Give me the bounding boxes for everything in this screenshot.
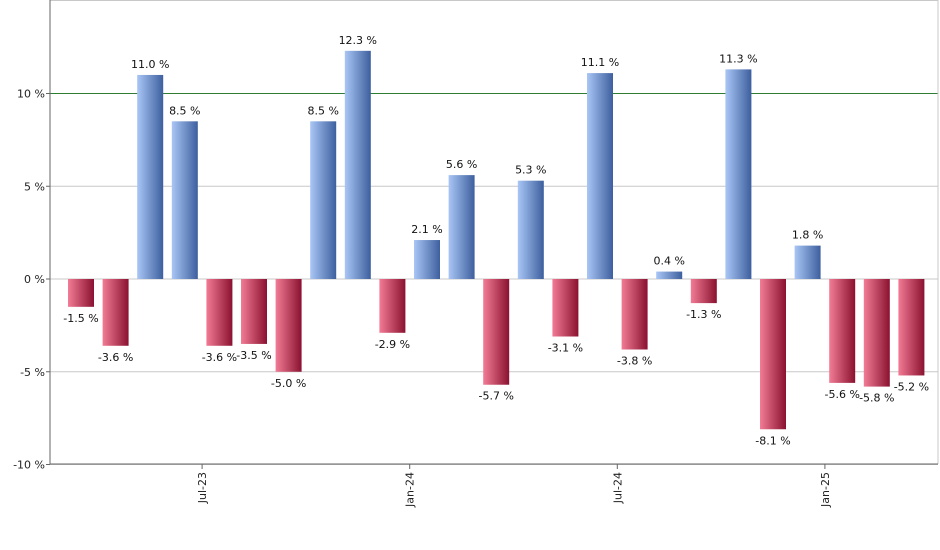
x-tick-label: Jan-24 [404,472,417,508]
bar-positive [587,73,613,279]
x-tick-label: Jul-24 [611,472,624,504]
bar-value-label: -2.9 % [375,338,410,351]
bar-negative [275,279,302,372]
bar-positive [448,175,475,279]
bars [68,50,925,430]
bar-positive [725,69,752,279]
bar-negative [241,279,267,344]
y-tick-label: -10 % [13,459,45,472]
bar-value-label: -8.1 % [755,434,790,447]
y-tick-label: 10 % [17,88,45,101]
bar-value-label: -1.5 % [63,312,98,325]
bar-value-label: -1.3 % [686,308,721,321]
bar-negative [552,279,579,337]
x-tick-label: Jul-23 [196,472,209,504]
data-labels: -1.5 %-3.6 %11.0 %8.5 %-3.6 % -3.5 %-5.0 … [63,34,929,447]
y-tick-label: 0 % [24,273,45,286]
bar-positive [794,245,821,279]
bar-value-label: 1.8 % [792,229,823,242]
bar-value-label: 5.6 % [446,158,477,171]
bar-value-label: -3.1 % [548,342,583,355]
bar-negative [760,279,786,430]
bar-value-label: 12.3 % [339,34,377,47]
bar-value-label: 8.5 % [169,104,200,117]
axes: -10 % -5 % 0 % 5 % 10 % Jul-23 Jan-24 Jul-24 Jan… [13,0,938,508]
bar-negative [690,279,717,304]
bar-value-label: 11.1 % [581,56,619,69]
bar-positive [414,240,440,279]
bar-positive [656,271,683,279]
bar-value-label: -3.5 % [236,349,271,362]
y-tick-label: -5 % [20,366,45,379]
bar-value-label: 8.5 % [307,104,338,117]
bar-value-label: 11.3 % [719,52,757,65]
bar-positive [344,50,371,280]
bar-value-label: -5.6 % [824,388,859,401]
bar-negative [863,279,890,387]
bar-value-label: 0.4 % [653,255,684,268]
bar-value-label: 5.3 % [515,164,546,177]
bar-value-label: -3.6 % [98,351,133,364]
bar-positive [517,180,544,279]
bar-negative [379,279,406,333]
bar-negative [621,279,648,350]
bar-negative [483,279,510,385]
bar-positive [137,74,164,279]
bar-positive [310,121,337,279]
bar-positive [171,121,198,279]
bar-negative [68,279,94,307]
y-tick-label: 5 % [24,180,45,193]
bar-value-label: -5.7 % [478,390,513,403]
bar-value-label: -5.2 % [894,380,929,393]
bar-negative [206,279,233,346]
bar-value-label: -5.0 % [271,377,306,390]
bar-negative [829,279,856,383]
bar-value-label: -5.8 % [859,392,894,405]
x-tick-label: Jan-25 [819,472,832,508]
bar-negative [898,279,925,376]
bar-value-label: -3.6 % [202,351,237,364]
bar-value-label: 11.0 % [131,58,169,71]
bar-value-label: 2.1 % [411,223,442,236]
bar-value-label: -3.8 % [617,354,652,367]
bar-negative [102,279,129,346]
